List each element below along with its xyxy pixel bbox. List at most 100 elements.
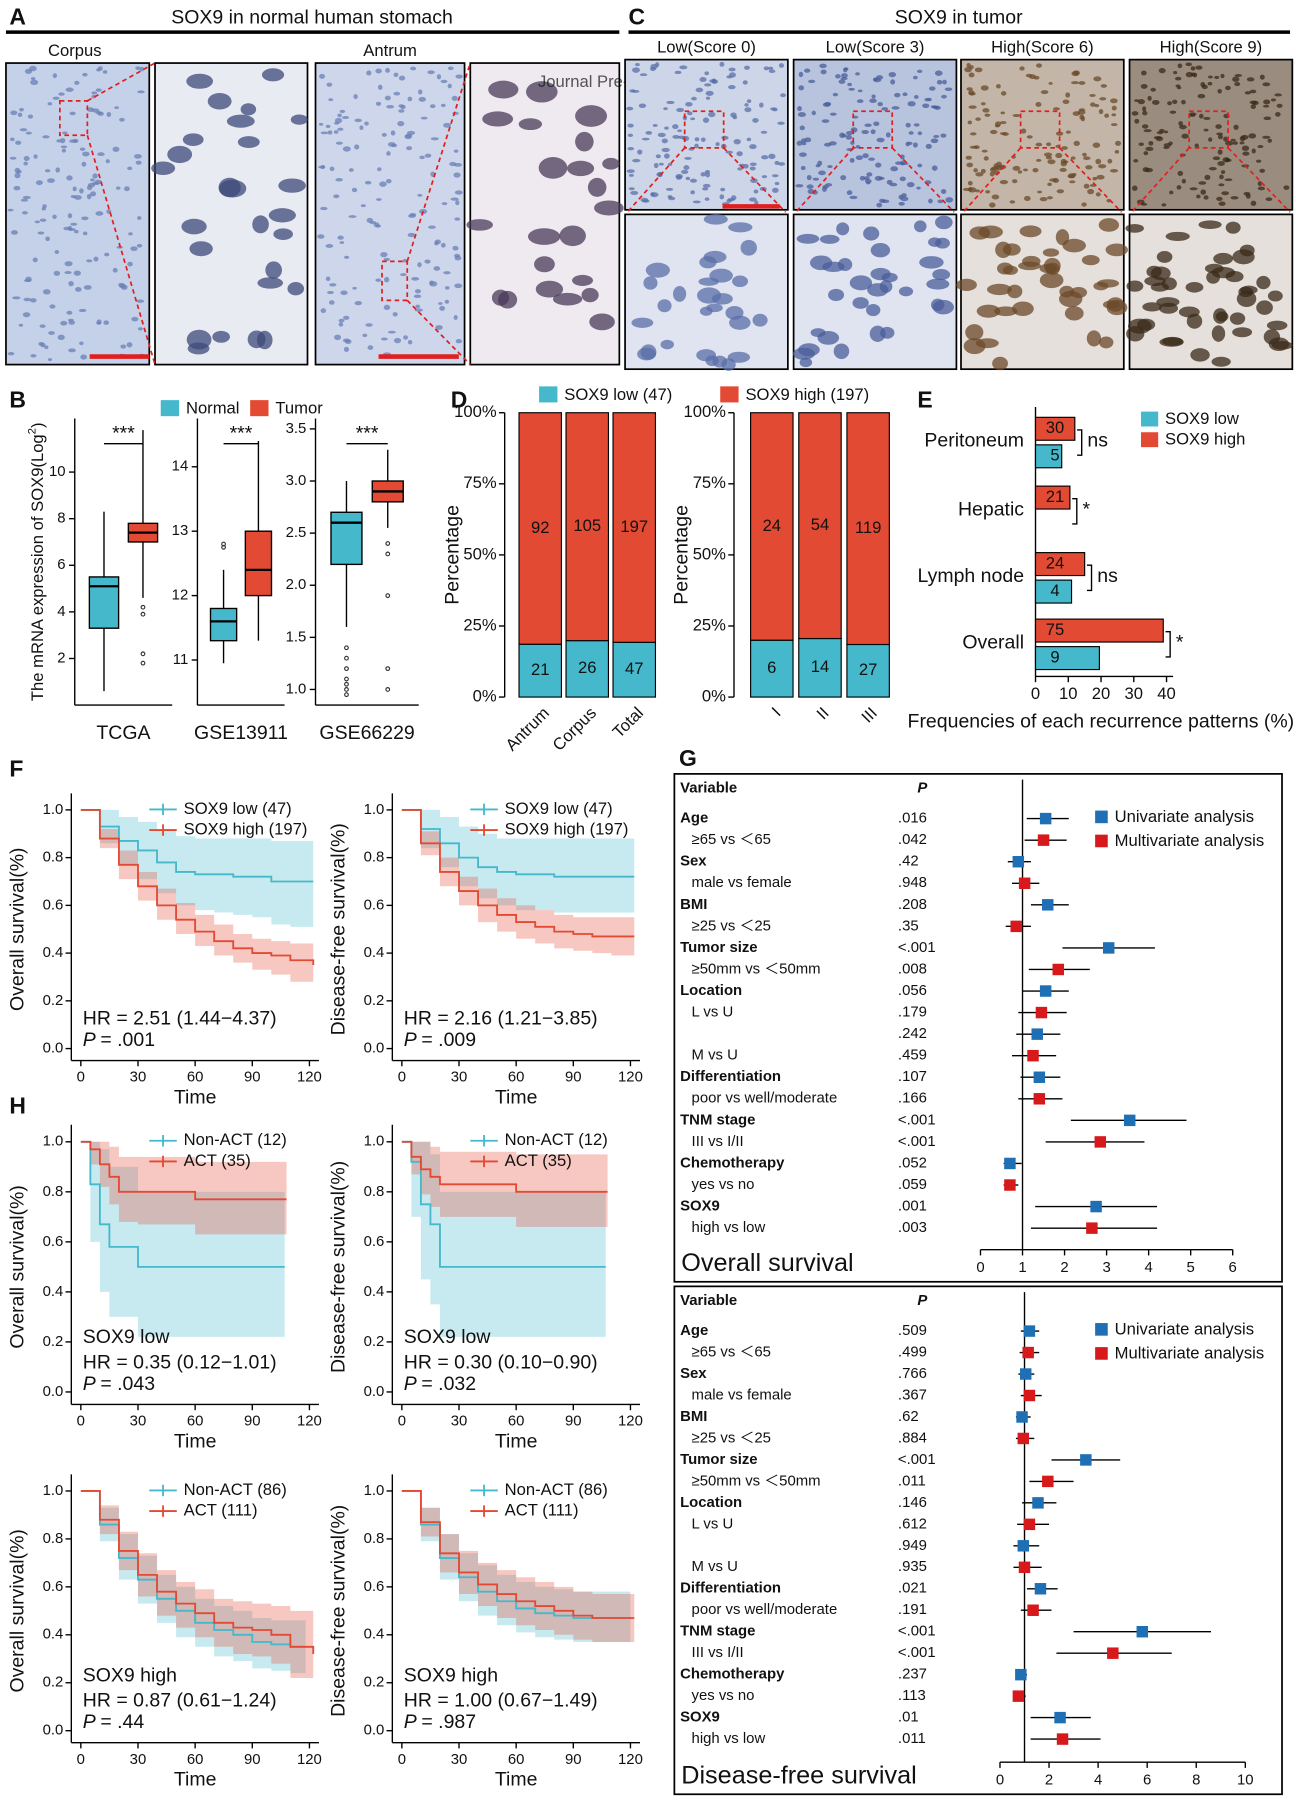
x-tick-label: 60 [508, 1414, 525, 1430]
cell-nucleus [379, 181, 387, 187]
p-value: .01 [898, 1710, 919, 1726]
cell-nucleus [47, 102, 53, 106]
cell-nucleus [454, 283, 463, 289]
p-value: <.001 [898, 1645, 936, 1661]
survival-curve [401, 1140, 606, 1268]
cell-nucleus [891, 106, 900, 110]
row-label: BMI [680, 1409, 707, 1425]
cell-nucleus [796, 233, 820, 244]
cell-nucleus [1047, 196, 1053, 200]
x-tick-label: 120 [618, 1414, 643, 1430]
cell-nucleus [888, 71, 897, 78]
cell-nucleus [874, 175, 883, 181]
cell-nucleus [1241, 145, 1250, 151]
cell-nucleus [806, 184, 814, 189]
cell-nucleus [840, 175, 847, 181]
y-axis-label: Disease-free survival(%) [328, 1505, 350, 1717]
cell-nucleus [1262, 135, 1271, 139]
cell-nucleus [1217, 149, 1223, 155]
row-label: Sex [680, 1366, 707, 1382]
cell-nucleus [768, 69, 776, 74]
cell-nucleus [1045, 155, 1053, 160]
cell-nucleus [1152, 99, 1160, 105]
cell-nucleus [79, 341, 84, 346]
cell-nucleus [1232, 76, 1240, 82]
cell-nucleus [407, 232, 416, 238]
legend-label: SOX9 low (47) [564, 385, 672, 404]
row-label: Location [680, 983, 742, 999]
cell-nucleus [37, 231, 45, 235]
cell-nucleus [325, 124, 331, 128]
cell-nucleus [829, 112, 837, 116]
cell-nucleus [1168, 141, 1173, 146]
cell-nucleus [90, 178, 95, 182]
cell-nucleus [97, 66, 103, 71]
cell-nucleus [645, 262, 670, 278]
y-axis-label-text: The mRNA expression of SOX9(Log [29, 434, 48, 701]
cell-nucleus [454, 190, 463, 195]
x-tick-label: 90 [244, 1070, 261, 1086]
cell-nucleus [386, 151, 391, 156]
row-label: high vs low [692, 1220, 766, 1236]
hazard-ratio: HR = 0.35 (0.12−1.01) [83, 1351, 277, 1373]
cell-nucleus [770, 107, 776, 111]
x-tick-label: 2 [1045, 1772, 1053, 1788]
significance: *** [112, 423, 135, 445]
cell-nucleus [1161, 277, 1177, 291]
y-tick-label: 0.2 [364, 993, 385, 1009]
inset-line [962, 147, 1022, 213]
outlier [140, 660, 146, 666]
cell-nucleus [53, 270, 61, 276]
cell-nucleus [967, 120, 973, 125]
cell-nucleus [940, 189, 947, 194]
cell-nucleus [980, 85, 989, 91]
cell-nucleus [1133, 159, 1139, 163]
cell-nucleus [410, 66, 417, 71]
cell-nucleus [278, 178, 306, 193]
data-label: 197 [620, 517, 648, 536]
x-tick-label: 30 [1125, 684, 1143, 703]
cell-nucleus [1163, 130, 1169, 134]
cell-nucleus [1150, 266, 1171, 281]
box [244, 530, 273, 597]
cell-nucleus [975, 117, 981, 121]
estimate [1086, 1222, 1098, 1234]
cell-nucleus [343, 346, 349, 352]
cell-nucleus [1052, 177, 1060, 184]
cell-nucleus [1263, 329, 1281, 345]
cell-nucleus [451, 95, 458, 101]
cell-nucleus [90, 191, 97, 197]
significance-bracket [1165, 631, 1171, 658]
cell-nucleus [1142, 106, 1147, 112]
cell-nucleus [454, 217, 461, 221]
p-value: <.001 [898, 1134, 936, 1150]
cell-nucleus [73, 270, 81, 276]
row-label: poor vs well/moderate [692, 1602, 838, 1618]
cell-nucleus [1132, 185, 1138, 191]
cell-nucleus [930, 138, 939, 144]
cell-nucleus [855, 72, 860, 76]
cell-nucleus [9, 156, 17, 160]
x-tick-label: 30 [451, 1752, 468, 1768]
cell-nucleus [273, 228, 293, 240]
cell-nucleus [881, 272, 898, 283]
cell-nucleus [454, 253, 461, 258]
cell-nucleus [819, 63, 827, 69]
cell-nucleus [70, 222, 78, 226]
p-symbol: P [404, 1029, 417, 1051]
legend-label: SOX9 low (47) [505, 799, 613, 818]
cell-nucleus [61, 148, 66, 153]
cell-nucleus [1081, 254, 1100, 266]
estimate [1102, 942, 1115, 954]
x-category-label: TCGA [96, 722, 150, 744]
cell-nucleus [1275, 112, 1281, 117]
cell-nucleus [1095, 158, 1102, 165]
cell-nucleus [70, 194, 77, 199]
cell-nucleus [1062, 238, 1086, 253]
x-axis-label: Frequencies of each recurrence patterns … [908, 710, 1295, 732]
cell-nucleus [1065, 92, 1071, 98]
x-tick-label: 90 [244, 1752, 261, 1768]
row-label: ≥25 vs ＜25 [692, 1430, 771, 1446]
bar-segment [846, 412, 890, 646]
cell-nucleus [380, 251, 388, 258]
